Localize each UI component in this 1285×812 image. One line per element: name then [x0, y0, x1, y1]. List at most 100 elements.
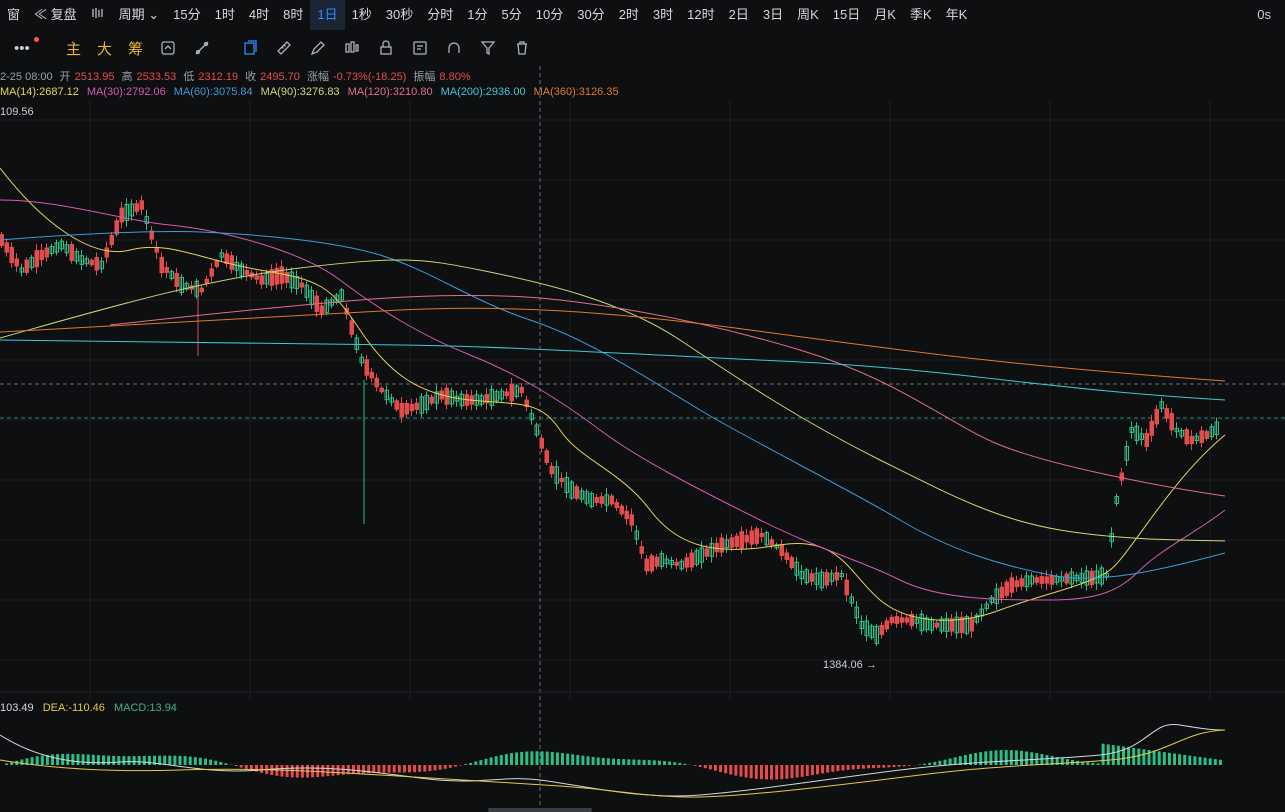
chart-scrollbar[interactable]: [488, 808, 592, 812]
candle-body: [664, 558, 669, 564]
candle-body: [974, 614, 979, 623]
macd-bar: [402, 765, 406, 773]
period-item-6[interactable]: 4时: [248, 7, 270, 22]
period-item-15[interactable]: 30分: [577, 7, 605, 22]
candle-body: [654, 556, 659, 567]
candle-body: [559, 477, 564, 483]
sync-icon[interactable]: [159, 39, 177, 57]
candle-body: [364, 359, 369, 376]
candle-body: [14, 258, 19, 267]
ruler-icon[interactable]: [275, 39, 293, 57]
magnet-icon[interactable]: [445, 39, 463, 57]
macd-bar: [902, 765, 906, 767]
candle-body: [1189, 435, 1194, 445]
period-item-10[interactable]: 30秒: [385, 7, 414, 22]
candle-body: [1014, 580, 1019, 588]
period-item-1[interactable]: ≪ 复盘: [34, 7, 77, 22]
price-top-label: 109.56: [0, 106, 34, 118]
filter-icon[interactable]: [479, 39, 497, 57]
candle-body: [264, 273, 269, 285]
low-label: 低: [183, 71, 195, 83]
candle-body: [89, 259, 94, 266]
ma-label-3: MA(90):3276.83: [260, 86, 340, 98]
period-item-23[interactable]: 月K: [874, 7, 896, 22]
pen-icon[interactable]: [309, 39, 327, 57]
period-item-20[interactable]: 3日: [762, 7, 784, 22]
period-item-4[interactable]: 15分: [173, 7, 201, 22]
line-tool-icon[interactable]: [193, 39, 211, 57]
period-item-8[interactable]: 1日: [310, 0, 345, 30]
ma-legend: MA(14):2687.12 MA(30):2792.06 MA(60):3075.…: [0, 86, 627, 98]
period-item-3[interactable]: 周期 ⌄: [118, 7, 160, 22]
copy-icon[interactable]: [241, 39, 259, 57]
macd-bar: [622, 759, 626, 765]
macd-bar: [663, 761, 666, 765]
period-item-18[interactable]: 12时: [687, 7, 715, 22]
period-item-14[interactable]: 10分: [535, 7, 564, 22]
candle-body: [984, 603, 989, 609]
candle-body: [409, 403, 414, 412]
ma-label-6: MA(360):3126.35: [533, 86, 619, 98]
period-item-7[interactable]: 8时: [283, 7, 304, 22]
macd-bar: [142, 755, 146, 765]
macd-bar: [759, 765, 763, 780]
period-item-22[interactable]: 15日: [832, 7, 861, 22]
ma-label-0: MA(14):2687.12: [0, 86, 79, 98]
period-item-16[interactable]: 2时: [618, 7, 639, 22]
macd-bar: [887, 765, 891, 768]
indicator-big[interactable]: 大: [97, 40, 113, 58]
macd-bar: [897, 765, 901, 767]
macd-bar: [877, 765, 881, 768]
notes-icon[interactable]: [411, 39, 429, 57]
period-item-24[interactable]: 季K: [909, 7, 932, 22]
candle-body: [679, 560, 684, 570]
high-label: 高: [121, 71, 133, 83]
period-item-17[interactable]: 3时: [652, 7, 674, 22]
open-value: 2513.95: [74, 71, 115, 83]
period-item-13[interactable]: 5分: [501, 7, 522, 22]
period-item-2[interactable]: [84, 0, 112, 30]
candle-body: [954, 616, 959, 634]
macd-bar: [30, 757, 34, 765]
macd-bar: [107, 755, 111, 765]
macd-bar: [351, 765, 355, 774]
dea-value: DEA:-110.46: [42, 702, 105, 714]
macd-bar: [678, 762, 682, 765]
macd-bar: [367, 765, 371, 774]
macd-bar: [1050, 755, 1054, 765]
candle-body: [1184, 429, 1189, 445]
indicator-main[interactable]: 主: [66, 40, 82, 58]
period-item-9[interactable]: 1秒: [351, 7, 372, 22]
macd-bar: [1116, 745, 1120, 765]
macd-bar: [581, 755, 585, 765]
macd-bar: [234, 765, 238, 767]
candle-body: [484, 394, 489, 404]
candles-icon[interactable]: [343, 39, 361, 57]
macd-bar: [1055, 757, 1059, 765]
trash-icon[interactable]: [513, 39, 531, 57]
open-label: 开: [59, 71, 71, 83]
candle-body: [624, 510, 629, 520]
period-item-11[interactable]: 分时: [427, 7, 454, 22]
more-icon[interactable]: •••: [0, 36, 44, 57]
candle-body: [34, 250, 39, 268]
candle-body: [529, 413, 534, 421]
lock-icon[interactable]: [377, 39, 395, 57]
candle-body: [724, 539, 729, 549]
macd-bar: [1076, 760, 1080, 765]
macd-bar: [1014, 750, 1018, 765]
period-item-0[interactable]: 窗: [7, 7, 21, 22]
macd-bar: [601, 757, 605, 765]
period-item-25[interactable]: 年K: [945, 7, 968, 22]
candle-body: [299, 282, 304, 288]
indicator-chip[interactable]: 筹: [128, 40, 144, 58]
candle-body: [749, 530, 754, 545]
period-item-12[interactable]: 1分: [467, 7, 488, 22]
period-item-5[interactable]: 1时: [214, 7, 235, 22]
candle-body: [864, 620, 869, 637]
candle-body: [964, 616, 969, 634]
period-item-19[interactable]: 2日: [728, 7, 749, 22]
period-item-21[interactable]: 周K: [797, 7, 819, 22]
macd-bar: [652, 760, 656, 765]
